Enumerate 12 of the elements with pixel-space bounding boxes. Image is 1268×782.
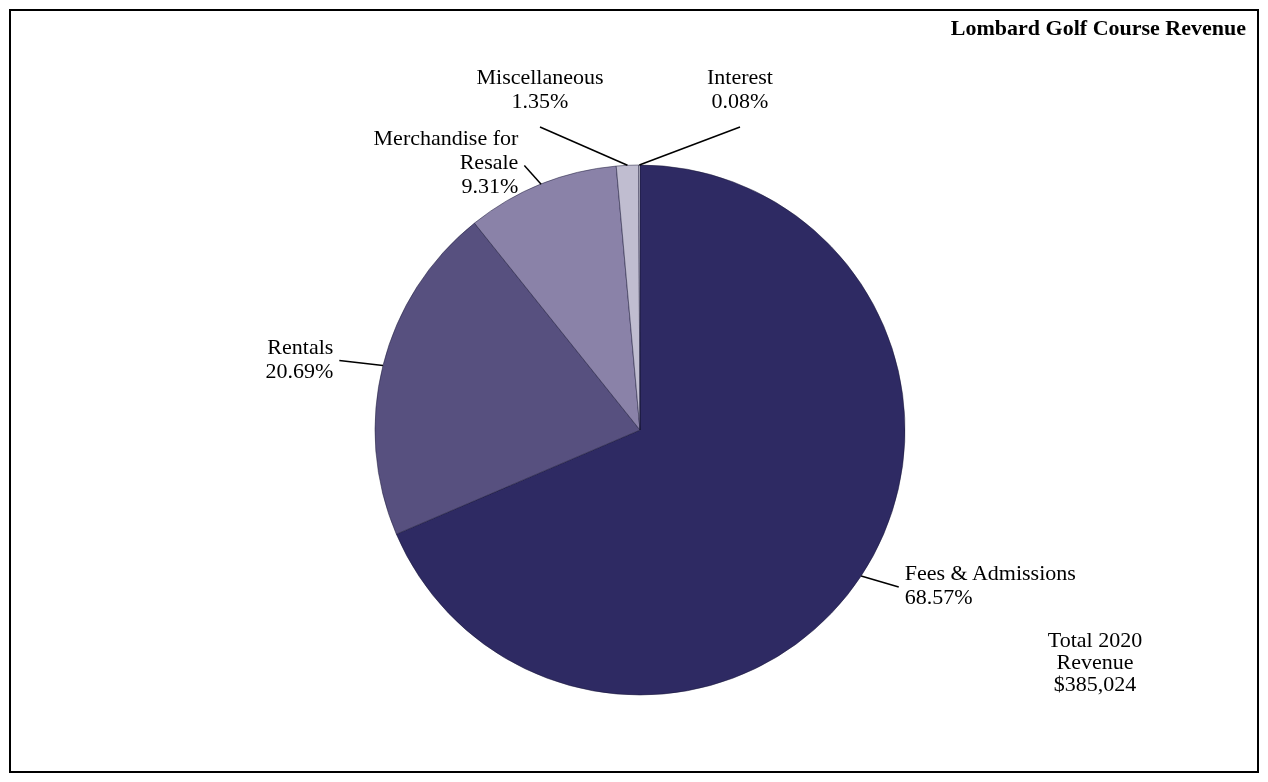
text: Total 2020 Revenue $385,024 [1047, 627, 1143, 696]
chart-title: Lombard Golf Course Revenue [950, 15, 1247, 40]
slice-label: Fees & Admissions [904, 559, 1076, 585]
data-label: 1.35% [511, 88, 569, 113]
data-label: 9.31% [461, 172, 519, 198]
data-label: 0.08% [711, 88, 769, 113]
data-label: 20.69% [265, 357, 334, 383]
slice-label: Interest [707, 64, 773, 89]
slice-label: Rentals [267, 333, 334, 359]
slice-label: Merchandise for Resale [373, 124, 520, 174]
slice-label: Miscellaneous [476, 64, 604, 89]
data-label: 68.57% [904, 583, 973, 609]
